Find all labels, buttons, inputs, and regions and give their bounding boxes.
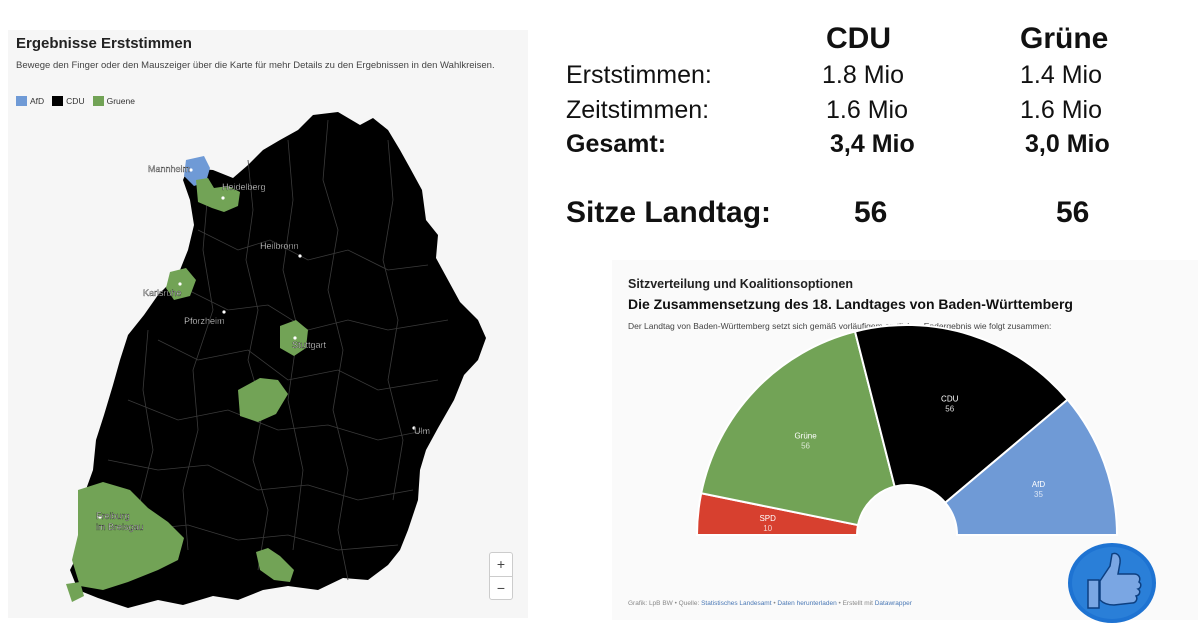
city-label-karlsruhe: Karlsruhe xyxy=(143,288,182,298)
stats-value-erststimmen-cdu: 1.8 Mio xyxy=(822,61,904,89)
seat-chart-title: Die Zusammensetzung des 18. Landtages vo… xyxy=(628,296,1073,312)
map-legend: AfD CDU Gruene xyxy=(16,96,135,106)
source-separator: • xyxy=(771,600,778,607)
city-label-pforzheim: Pforzheim xyxy=(184,316,225,326)
stats-value-gesamt-cdu: 3,4 Mio xyxy=(830,130,915,158)
legend-swatch-afd xyxy=(16,96,27,106)
seat-label-value-0: 10 xyxy=(763,524,772,533)
seat-chart-source: Grafik: LpB BW • Quelle: Statistisches L… xyxy=(628,600,912,607)
seats-label: Sitze Landtag: xyxy=(566,196,772,229)
map-region-cdu[interactable] xyxy=(70,112,486,608)
map-regions-gruene[interactable] xyxy=(66,178,308,602)
seat-label-name-1: Grüne xyxy=(794,432,817,441)
seat-label-name-2: CDU xyxy=(941,395,959,404)
stats-header-cdu: CDU xyxy=(826,22,891,55)
seat-label-value-1: 56 xyxy=(801,442,810,451)
legend-label-afd: AfD xyxy=(30,96,45,106)
legend-swatch-cdu xyxy=(52,96,64,106)
city-label-mannheim: Mannheim xyxy=(148,164,190,174)
map-subtitle: Bewege den Finger oder den Mauszeiger üb… xyxy=(16,60,495,71)
city-label-ulm: Ulm xyxy=(414,426,430,436)
map-region-afd[interactable] xyxy=(184,156,210,186)
stats-value-gesamt-gruene: 3,0 Mio xyxy=(1025,130,1110,158)
legend-item-afd: AfD xyxy=(16,96,44,106)
map-title: Ergebnisse Erststimmen xyxy=(16,35,192,52)
city-label-stuttgart: Stuttgart xyxy=(292,340,327,350)
city-label-heidelberg: Heidelberg xyxy=(222,182,266,192)
legend-item-cdu: CDU xyxy=(52,96,85,106)
source-link-daten-herunterladen[interactable]: Daten herunterladen xyxy=(777,600,837,607)
source-link-statistisches-landesamt[interactable]: Statistisches Landesamt xyxy=(701,600,772,607)
stats-value-zeitstimmen-cdu: 1.6 Mio xyxy=(826,96,908,124)
legend-label-cdu: CDU xyxy=(66,96,85,106)
stats-label-erststimmen: Erststimmen: xyxy=(566,61,712,89)
seat-segment-cdu[interactable] xyxy=(853,324,1069,505)
city-label-heilbronn: Heilbronn xyxy=(260,241,299,251)
stats-value-zeitstimmen-gruene: 1.6 Mio xyxy=(1020,96,1102,124)
legend-swatch-gruene xyxy=(92,96,104,106)
seat-segment-afd[interactable] xyxy=(943,398,1119,536)
city-label-freiburg: Freiburg xyxy=(96,511,130,521)
stats-value-erststimmen-gruene: 1.4 Mio xyxy=(1020,61,1102,89)
stats-label-zeitstimmen: Zeitstimmen: xyxy=(566,96,710,124)
zoom-in-button[interactable]: + xyxy=(496,556,506,573)
legend-item-gruene: Gruene xyxy=(92,96,135,106)
stats-header-gruene: Grüne xyxy=(1020,22,1109,55)
seat-segment-grne[interactable] xyxy=(700,330,896,527)
thumbs-up-icon xyxy=(1068,543,1156,623)
city-label-freiburg-2: im Breisgau xyxy=(96,522,144,532)
seats-value-gruene: 56 xyxy=(1056,196,1090,229)
source-mid: • Erstellt mit xyxy=(836,600,875,607)
seat-label-name-0: SPD xyxy=(759,514,776,523)
city-dots xyxy=(98,168,416,519)
seats-value-cdu: 56 xyxy=(854,196,888,229)
seat-label-name-3: AfD xyxy=(1032,480,1046,489)
seat-chart-kicker: Sitzverteilung und Koalitionsoptionen xyxy=(628,277,853,291)
seat-label-value-2: 56 xyxy=(945,405,954,414)
source-prefix: Grafik: LpB BW • Quelle: xyxy=(628,600,702,607)
legend-label-gruene: Gruene xyxy=(106,96,135,106)
map-panel: Mannheim Heidelberg Heilbronn Karlsruhe … xyxy=(8,30,528,618)
seat-label-value-3: 35 xyxy=(1034,490,1043,499)
seat-chart-description: Der Landtag von Baden-Württemberg setzt … xyxy=(628,321,1052,331)
zoom-control: + − xyxy=(489,552,513,600)
stats-label-gesamt: Gesamt: xyxy=(566,130,667,158)
map-svg[interactable]: Mannheim Heidelberg Heilbronn Karlsruhe … xyxy=(8,30,528,618)
zoom-out-button[interactable]: − xyxy=(490,575,512,600)
source-link-datawrapper[interactable]: Datawrapper xyxy=(874,600,912,607)
